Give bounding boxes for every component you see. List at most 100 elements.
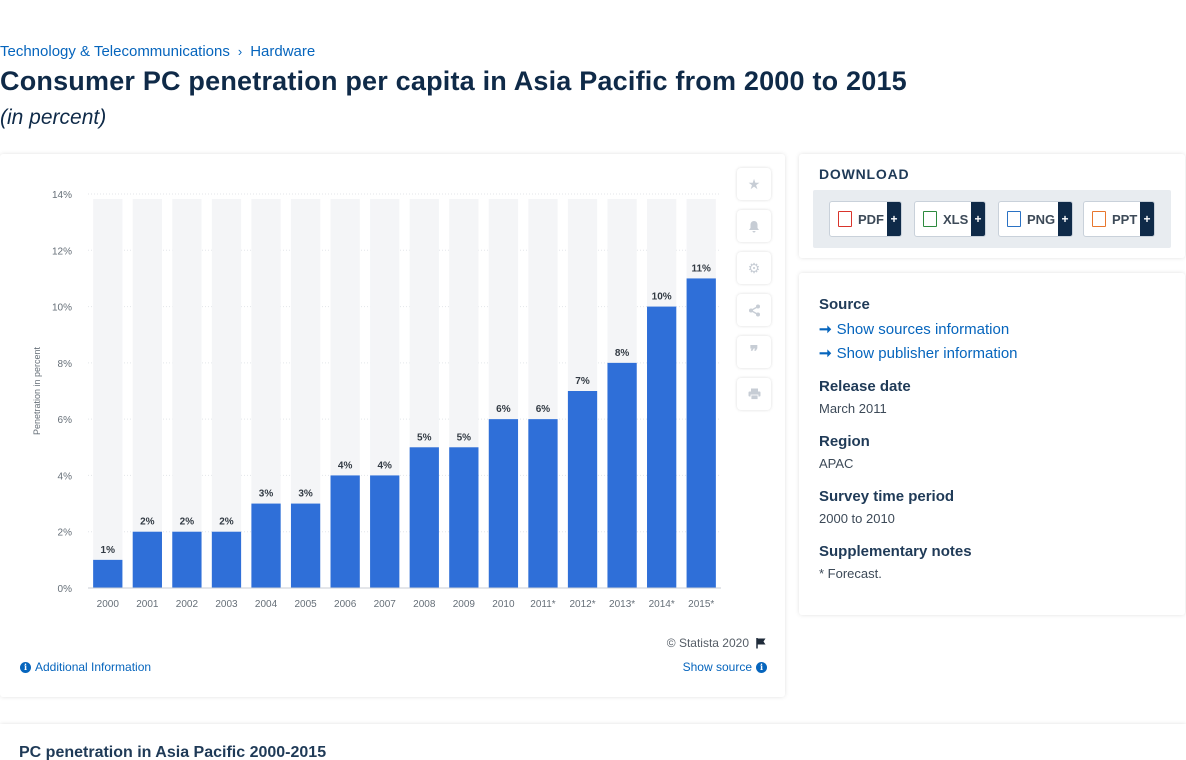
pdf-file-icon [838, 211, 852, 227]
x-tick-label: 2008 [413, 599, 436, 610]
source-heading: Source [819, 296, 870, 313]
x-tick-label: 2011* [530, 599, 556, 610]
bar-data-label: 8% [615, 348, 630, 359]
print-icon [748, 388, 760, 400]
y-tick-label: 2% [58, 528, 73, 539]
bar-data-label: 6% [496, 404, 511, 415]
show-source-link[interactable]: Show source i [683, 660, 767, 674]
star-icon: ★ [747, 175, 761, 192]
info-icon: i [756, 661, 767, 673]
plus-icon: + [887, 202, 901, 236]
y-tick-label: 8% [58, 359, 73, 370]
region-heading: Region [819, 433, 870, 450]
bar-data-label: 3% [298, 489, 313, 500]
bar [567, 391, 598, 588]
bar [449, 447, 479, 588]
xls-file-icon [923, 211, 937, 227]
download-pdf-button[interactable]: PDF + [829, 201, 902, 237]
bar-background [211, 199, 242, 588]
y-tick-label: 6% [58, 415, 73, 426]
bar [330, 475, 360, 588]
download-title: DOWNLOAD [819, 166, 910, 182]
x-tick-label: 2006 [334, 599, 357, 610]
bar-background [132, 199, 162, 588]
bar [93, 559, 123, 588]
breadcrumb-subcategory-link[interactable]: Hardware [250, 43, 316, 60]
plus-icon: + [971, 202, 985, 236]
bar-data-label: 2% [140, 517, 155, 528]
y-tick-label: 14% [52, 190, 72, 201]
statistic-details-card: Source ➞ Show sources information ➞ Show… [799, 273, 1185, 615]
bar-background [172, 199, 202, 588]
bar [211, 531, 242, 588]
favorite-button[interactable]: ★ [737, 168, 771, 200]
chart-credit: © Statista 2020 [667, 636, 767, 650]
bar-data-label: 6% [536, 404, 551, 415]
bar [132, 531, 162, 588]
y-tick-label: 4% [58, 471, 73, 482]
bar-data-label: 10% [652, 292, 672, 303]
supplementary-notes-heading: Supplementary notes [819, 543, 972, 560]
share-button[interactable] [737, 294, 771, 326]
bar-data-label: 7% [575, 376, 590, 387]
bar-background [93, 199, 123, 588]
region-value: APAC [819, 456, 854, 471]
bell-icon [749, 220, 759, 232]
bar-data-label: 3% [259, 489, 274, 500]
survey-period-value: 2000 to 2010 [819, 511, 895, 526]
bar-data-label: 4% [377, 460, 392, 471]
bar [686, 278, 716, 588]
release-date-heading: Release date [819, 378, 911, 395]
arrow-right-icon: ➞ [819, 321, 832, 338]
x-tick-label: 2010 [492, 599, 515, 610]
bar-data-label: 2% [180, 517, 195, 528]
survey-period-heading: Survey time period [819, 488, 955, 505]
bar [409, 447, 439, 588]
x-tick-label: 2015* [688, 599, 714, 610]
ppt-file-icon [1092, 211, 1106, 227]
info-icon: i [20, 661, 31, 673]
x-tick-label: 2001 [136, 599, 159, 610]
notification-button[interactable] [737, 210, 771, 242]
page-title: Consumer PC penetration per capita in As… [0, 66, 907, 96]
bar [488, 419, 519, 588]
bar-data-label: 5% [417, 432, 432, 443]
x-tick-label: 2013* [609, 599, 635, 610]
page-subtitle: (in percent) [0, 106, 107, 129]
download-png-button[interactable]: PNG + [998, 201, 1073, 237]
additional-information-label: Additional Information [35, 660, 152, 674]
show-source-label: Show source [682, 660, 752, 674]
related-section: PC penetration in Asia Pacific 2000-2015 [0, 724, 1186, 760]
show-publisher-label: Show publisher information [836, 344, 1018, 362]
chart-card: 0% 2% 4% 6% 8% 10% 12% 14% Penetration in percen… [0, 154, 785, 697]
print-button[interactable] [737, 378, 771, 410]
supplementary-notes-value: * Forecast. [819, 566, 882, 581]
x-tick-label: 2000 [97, 599, 120, 610]
y-tick-label: 0% [58, 584, 73, 595]
y-tick-label: 10% [52, 303, 72, 314]
bar [172, 531, 202, 588]
x-tick-label: 2003 [215, 599, 238, 610]
cite-button[interactable]: ❞ [737, 336, 771, 368]
x-tick-label: 2002 [176, 599, 199, 610]
breadcrumb-separator: › [237, 44, 243, 59]
plus-icon: + [1058, 202, 1072, 236]
quote-icon: ❞ [749, 344, 759, 361]
settings-button[interactable]: ⚙ [737, 252, 771, 284]
show-publisher-link[interactable]: ➞ Show publisher information [819, 344, 1018, 363]
additional-information-link[interactable]: i Additional Information [20, 660, 151, 674]
bar [251, 503, 281, 588]
bar-chart: 0% 2% 4% 6% 8% 10% 12% 14% Penetration in percen… [32, 190, 721, 610]
show-sources-link[interactable]: ➞ Show sources information [819, 320, 1009, 339]
download-ppt-button[interactable]: PPT + [1083, 201, 1155, 237]
download-xls-button[interactable]: XLS + [914, 201, 986, 237]
download-png-label: PNG [1027, 211, 1056, 227]
y-tick-label: 12% [52, 246, 72, 257]
download-buttons: PDF + XLS + PNG + PPT + [813, 190, 1171, 248]
flag-icon[interactable] [755, 637, 767, 649]
png-file-icon [1007, 211, 1021, 227]
release-date-value: March 2011 [819, 401, 887, 416]
breadcrumb-category-link[interactable]: Technology & Telecommunications [0, 43, 230, 60]
download-pdf-label: PDF [858, 211, 884, 227]
